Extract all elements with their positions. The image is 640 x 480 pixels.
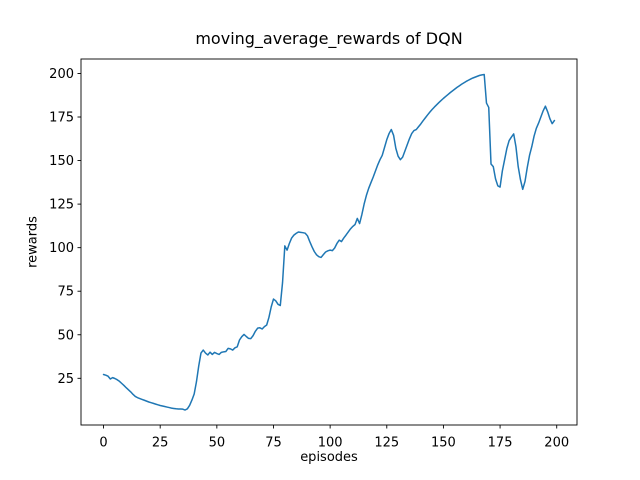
y-tick-label: 75 bbox=[57, 285, 74, 300]
x-tick-label: 100 bbox=[318, 436, 343, 451]
x-tick-label: 25 bbox=[152, 436, 169, 451]
x-tick-label: 75 bbox=[265, 436, 282, 451]
y-tick-label: 125 bbox=[49, 198, 74, 213]
y-tick-label: 175 bbox=[49, 111, 74, 126]
y-tick-label: 25 bbox=[57, 372, 74, 387]
x-tick-label: 0 bbox=[99, 436, 107, 451]
x-tick-label: 150 bbox=[431, 436, 456, 451]
y-axis-label: rewards bbox=[25, 216, 41, 268]
y-tick-label: 100 bbox=[49, 241, 74, 256]
y-tick-label: 150 bbox=[49, 154, 74, 169]
y-tick-label: 200 bbox=[49, 67, 74, 82]
chart-title: moving_average_rewards of DQN bbox=[195, 29, 463, 48]
y-tick-label: 50 bbox=[57, 328, 74, 343]
x-tick-label: 50 bbox=[209, 436, 226, 451]
reward-line bbox=[102, 73, 556, 411]
x-tick-label: 125 bbox=[374, 436, 399, 451]
x-tick-label: 175 bbox=[488, 436, 513, 451]
x-tick-label: 200 bbox=[544, 436, 569, 451]
plot-border bbox=[80, 58, 578, 426]
x-axis-label: episodes bbox=[300, 450, 358, 465]
